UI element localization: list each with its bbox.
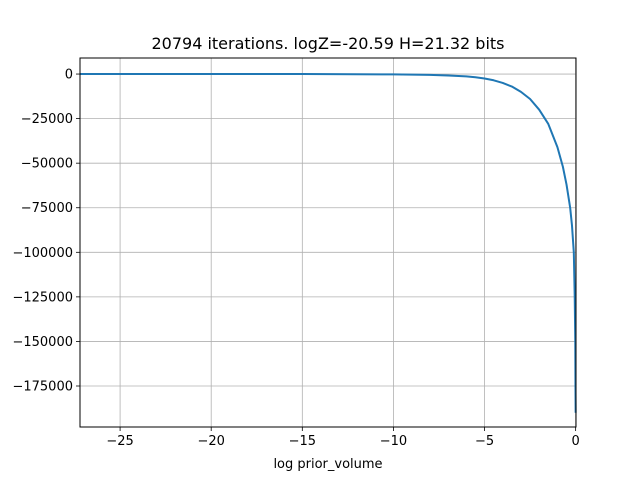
x-tick-label: 0 bbox=[571, 434, 579, 449]
y-tick-label: 0 bbox=[65, 68, 73, 83]
y-tick-label: −50000 bbox=[21, 157, 73, 172]
y-tick-label: −150000 bbox=[12, 335, 73, 350]
chart-title: 20794 iterations. logZ=-20.59 H=21.32 bi… bbox=[151, 34, 504, 53]
x-tick-label: −20 bbox=[197, 434, 224, 449]
y-axis: 0 −25000 −50000 −75000 −100000 −125000 −150000… bbox=[12, 68, 80, 395]
x-tick-label: −25 bbox=[106, 434, 133, 449]
y-tick-label: −75000 bbox=[21, 201, 73, 216]
x-tick-label: −5 bbox=[475, 434, 494, 449]
y-tick-label: −25000 bbox=[21, 112, 73, 127]
plot-frame bbox=[79, 57, 577, 428]
y-tick-label: −175000 bbox=[12, 380, 73, 395]
x-tick-label: −10 bbox=[380, 434, 407, 449]
y-tick-label: −100000 bbox=[12, 246, 73, 261]
y-tick-label: −125000 bbox=[12, 290, 73, 305]
series-layer bbox=[80, 73, 577, 413]
x-axis-label: log prior_volume bbox=[273, 457, 382, 472]
x-tick-label: −15 bbox=[289, 434, 316, 449]
x-axis: −25 −20 −15 −10 −5 0 bbox=[106, 427, 580, 449]
series-line bbox=[80, 73, 577, 413]
